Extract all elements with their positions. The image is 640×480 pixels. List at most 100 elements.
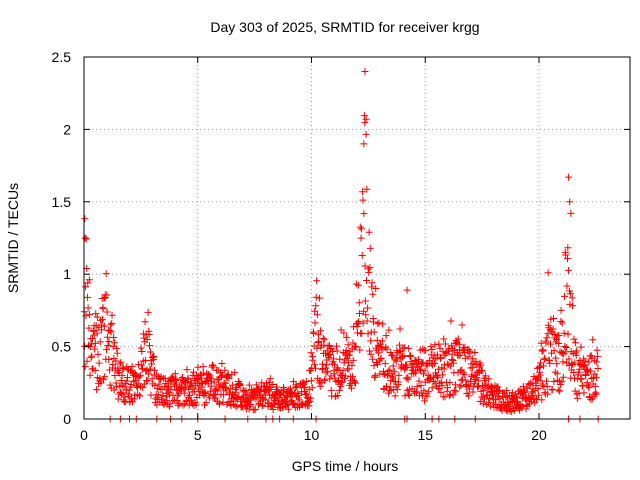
data-point bbox=[107, 328, 115, 336]
data-point bbox=[310, 361, 318, 369]
data-point bbox=[201, 390, 209, 398]
data-point bbox=[394, 349, 402, 357]
data-point bbox=[594, 352, 602, 360]
data-point bbox=[479, 400, 487, 408]
data-point bbox=[335, 386, 343, 394]
data-point bbox=[488, 382, 496, 390]
data-point bbox=[360, 112, 368, 120]
data-point bbox=[225, 374, 233, 382]
data-point bbox=[367, 350, 375, 358]
data-point bbox=[532, 379, 540, 387]
y-tick-label: 2 bbox=[63, 121, 71, 137]
data-point bbox=[555, 340, 563, 348]
data-point bbox=[464, 382, 472, 390]
data-point bbox=[571, 387, 579, 395]
data-point bbox=[553, 370, 561, 378]
data-point bbox=[540, 362, 548, 370]
data-point bbox=[330, 355, 338, 363]
data-point bbox=[487, 383, 495, 391]
data-point bbox=[245, 381, 253, 389]
y-tick-label: 1.5 bbox=[52, 194, 72, 210]
data-point bbox=[119, 389, 127, 397]
data-point bbox=[428, 384, 436, 392]
data-point bbox=[81, 363, 89, 371]
data-point bbox=[354, 281, 362, 289]
data-point bbox=[345, 365, 353, 373]
data-point bbox=[566, 198, 574, 206]
data-point bbox=[284, 405, 292, 413]
data-point bbox=[139, 384, 147, 392]
data-point bbox=[187, 396, 195, 404]
data-point bbox=[105, 356, 113, 364]
data-point bbox=[564, 266, 572, 274]
data-point bbox=[118, 381, 126, 389]
data-point bbox=[400, 352, 408, 360]
data-point bbox=[137, 344, 145, 352]
data-point bbox=[144, 308, 152, 316]
data-point bbox=[305, 402, 313, 410]
data-point bbox=[85, 324, 93, 332]
data-point bbox=[84, 279, 92, 287]
data-point bbox=[312, 302, 320, 310]
axis-ticks bbox=[83, 56, 630, 420]
data-point bbox=[368, 279, 376, 287]
data-point bbox=[517, 402, 525, 410]
data-point bbox=[258, 402, 266, 410]
data-point bbox=[136, 392, 144, 400]
data-point bbox=[478, 367, 486, 375]
data-point bbox=[265, 378, 273, 386]
data-point bbox=[584, 382, 592, 390]
data-point bbox=[252, 395, 260, 403]
data-point bbox=[350, 378, 358, 386]
data-point bbox=[544, 269, 552, 277]
data-point bbox=[307, 377, 315, 385]
y-axis-label: SRMTID / TECUs bbox=[5, 183, 21, 293]
data-point bbox=[317, 327, 325, 335]
data-point bbox=[358, 252, 366, 260]
data-point bbox=[467, 360, 475, 368]
data-point bbox=[242, 387, 250, 395]
y-tick-label: 2.5 bbox=[52, 49, 72, 65]
data-point bbox=[544, 390, 552, 398]
data-point bbox=[543, 377, 551, 385]
data-point bbox=[356, 223, 364, 231]
data-point bbox=[593, 346, 601, 354]
data-point bbox=[405, 392, 413, 400]
data-point bbox=[396, 325, 404, 333]
data-point bbox=[87, 340, 95, 348]
data-point bbox=[310, 329, 318, 337]
data-point bbox=[247, 400, 255, 408]
data-point bbox=[335, 377, 343, 385]
data-point bbox=[416, 365, 424, 373]
data-point bbox=[332, 342, 340, 350]
data-point bbox=[538, 381, 546, 389]
data-point bbox=[363, 317, 371, 325]
data-point bbox=[485, 375, 493, 383]
data-point bbox=[104, 333, 112, 341]
data-point bbox=[235, 392, 243, 400]
data-point bbox=[141, 356, 149, 364]
data-point bbox=[361, 119, 369, 127]
data-point bbox=[312, 293, 320, 301]
data-point bbox=[519, 382, 527, 390]
data-point bbox=[580, 389, 588, 397]
data-point bbox=[562, 251, 570, 259]
data-point bbox=[351, 379, 359, 387]
data-point bbox=[266, 375, 274, 383]
data-point bbox=[437, 353, 445, 361]
data-point bbox=[388, 373, 396, 381]
data-point bbox=[319, 334, 327, 342]
data-point bbox=[577, 343, 585, 351]
data-point bbox=[541, 354, 549, 362]
data-point bbox=[348, 373, 356, 381]
data-point bbox=[539, 347, 547, 355]
data-point bbox=[363, 185, 371, 193]
data-point bbox=[331, 374, 339, 382]
data-point bbox=[316, 382, 324, 390]
data-point bbox=[559, 358, 567, 366]
data-point bbox=[389, 352, 397, 360]
data-point bbox=[592, 390, 600, 398]
data-point bbox=[103, 291, 111, 299]
data-point bbox=[537, 359, 545, 367]
data-point bbox=[194, 363, 202, 371]
